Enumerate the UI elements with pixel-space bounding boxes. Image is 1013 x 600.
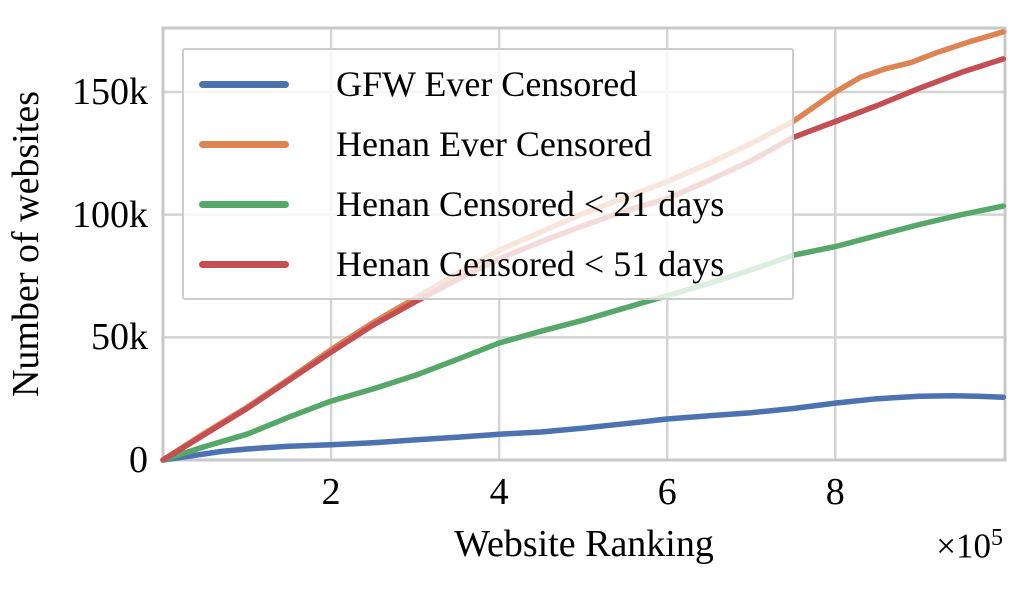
x-tick-label-8: 8 (825, 471, 845, 513)
legend-label: GFW Ever Censored (336, 64, 638, 104)
legend-item-henan-censored-51-days: Henan Censored < 51 days (184, 234, 792, 294)
x-tick-label-2: 2 (321, 471, 341, 513)
legend-line-swatch-blue (199, 80, 289, 88)
legend-line-swatch-orange (199, 140, 289, 148)
legend-label: Henan Censored < 51 days (336, 244, 725, 284)
legend-item-gfw-ever-censored: GFW Ever Censored (184, 54, 792, 114)
legend-item-henan-ever-censored: Henan Ever Censored (184, 114, 792, 174)
y-tick-label-100k: 100k (72, 193, 148, 236)
legend-box: GFW Ever Censored Henan Ever Censored He… (182, 48, 794, 300)
x-tick-label-6: 6 (657, 471, 677, 513)
y-tick-label-50k: 50k (91, 316, 148, 359)
x-axis-offset-exponent: 5 (991, 525, 1003, 551)
x-axis-offset-base: ×10 (936, 526, 991, 566)
legend-item-henan-censored-21-days: Henan Censored < 21 days (184, 174, 792, 234)
legend-line-swatch-green (199, 200, 289, 208)
legend-label: Henan Ever Censored (336, 124, 652, 164)
y-tick-label-0: 0 (129, 439, 148, 481)
x-axis-label: Website Ranking (454, 523, 714, 565)
x-tick-label-4: 4 (489, 471, 509, 513)
y-tick-label-150k: 150k (72, 71, 148, 114)
plot-frame (161, 26, 1007, 462)
x-axis-offset-text: ×105 (936, 518, 1003, 567)
series-line-henan-censored-lt-21-days (160, 203, 1007, 463)
legend-line-swatch-red (199, 260, 289, 268)
series-line-gfw-ever-censored (160, 392, 1007, 463)
legend-label: Henan Censored < 21 days (336, 184, 725, 224)
